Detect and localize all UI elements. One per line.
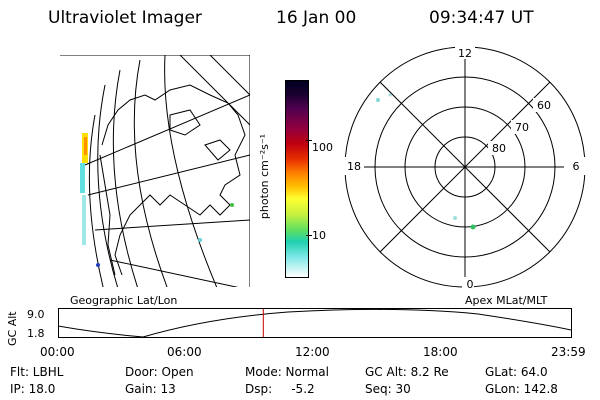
timeline-tick-0000: 00:00 xyxy=(40,345,75,359)
info-door: Door: Open xyxy=(125,365,194,379)
colorbar-unit: photon cm⁻²s⁻¹ xyxy=(258,133,272,220)
timeline-ylabel: GC Alt xyxy=(6,311,19,346)
info-flt: Flt: LBHL xyxy=(10,365,64,379)
time-label: 09:34:47 UT xyxy=(429,8,534,28)
timeline-ymin: 1.8 xyxy=(27,327,45,340)
gc-alt-timeline xyxy=(58,308,572,338)
info-glat: GLat: 64.0 xyxy=(485,365,548,379)
timeline-tick-0600: 06:00 xyxy=(167,345,202,359)
colorbar xyxy=(285,80,309,278)
left-map-caption: Geographic Lat/Lon xyxy=(70,294,178,307)
info-mode: Mode: Normal xyxy=(245,365,329,379)
date-label: 16 Jan 00 xyxy=(276,8,357,28)
mlt-label-6: 6 xyxy=(573,160,580,173)
lat-label-70: 70 xyxy=(515,121,529,134)
timeline-ymax: 9.0 xyxy=(27,308,45,321)
polar-map: 12 18 6 0 60 70 80 xyxy=(342,45,588,291)
lat-label-80: 80 xyxy=(492,142,506,155)
info-gcalt: GC Alt: 8.2 Re xyxy=(365,365,449,379)
mlt-label-12: 12 xyxy=(458,47,472,60)
mlt-label-18: 18 xyxy=(347,160,361,173)
geographic-map xyxy=(60,55,250,287)
polar-emission xyxy=(376,93,476,230)
info-ip: IP: 18.0 xyxy=(10,382,56,396)
right-map-caption: Apex MLat/MLT xyxy=(465,294,548,307)
mlt-label-0: 0 xyxy=(467,278,474,291)
instrument-title: Ultraviolet Imager xyxy=(48,8,202,28)
info-glon: GLon: 142.8 xyxy=(485,382,558,396)
timeline-tick-2359: 23:59 xyxy=(551,345,586,359)
aurora-emission xyxy=(80,133,234,267)
info-gain: Gain: 13 xyxy=(125,382,176,396)
colorbar-tick-mark xyxy=(306,235,312,236)
lat-label-60: 60 xyxy=(537,99,551,112)
colorbar-tick-mark xyxy=(306,140,312,141)
info-dsp: Dsp: -5.2 xyxy=(245,382,315,396)
colorbar-tick-10: 10 xyxy=(312,229,326,242)
colorbar-tick-100: 100 xyxy=(312,141,333,154)
info-seq: Seq: 30 xyxy=(365,382,411,396)
timeline-tick-1200: 12:00 xyxy=(295,345,330,359)
timeline-tick-1800: 18:00 xyxy=(423,345,458,359)
